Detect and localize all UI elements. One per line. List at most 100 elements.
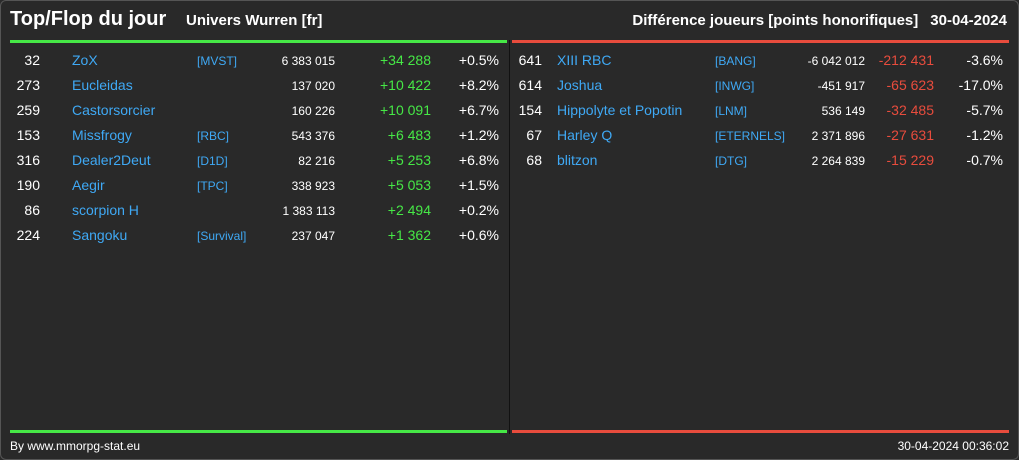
player-link[interactable]: Missfrogy [72, 127, 132, 143]
rank: 86 [24, 202, 40, 218]
percent: +8.2% [458, 77, 499, 93]
table-row: 259 Castorsorcier 160 226 +10 091 +6.7% [10, 98, 500, 123]
top-bottom-bar [10, 430, 507, 433]
points: -451 917 [817, 79, 865, 93]
points: 237 047 [291, 229, 335, 243]
player-link[interactable]: Castorsorcier [72, 102, 156, 118]
player-link[interactable]: Harley Q [557, 127, 613, 143]
points: 536 149 [821, 104, 865, 118]
rank: 190 [16, 177, 40, 193]
table-row: 273 Eucleidas 137 020 +10 422 +8.2% [10, 73, 500, 98]
points: 6 383 015 [281, 54, 335, 68]
player-link[interactable]: XIII RBC [557, 52, 612, 68]
footer-timestamp: 30-04-2024 00:36:02 [897, 439, 1009, 453]
percent: -3.6% [966, 52, 1003, 68]
rank: 641 [518, 52, 542, 68]
diff: +6 483 [387, 127, 431, 143]
player-link[interactable]: Aegir [72, 177, 105, 193]
alliance-link[interactable]: [INWG] [715, 79, 755, 93]
alliance-link[interactable]: [RBC] [197, 129, 230, 143]
table-row: 614 Joshua [INWG] -451 917 -65 623 -17.0… [512, 73, 1007, 98]
diff: +10 422 [380, 77, 431, 93]
player-link[interactable]: Dealer2Deut [72, 152, 151, 168]
rank: 154 [518, 102, 542, 118]
rank: 273 [16, 77, 40, 93]
metric-label: Différence joueurs [points honorifiques] [632, 12, 919, 29]
alliance-link[interactable]: [ETERNELS] [715, 129, 786, 143]
points: 137 020 [291, 79, 335, 93]
diff: +1 362 [387, 227, 431, 243]
panel-divider [509, 40, 510, 434]
diff: +34 288 [380, 52, 431, 68]
percent: -0.7% [966, 152, 1003, 168]
rank: 224 [16, 227, 40, 243]
diff: -65 623 [886, 77, 934, 93]
table-row: 316 Dealer2Deut [D1D] 82 216 +5 253 +6.8… [10, 148, 500, 173]
report-date: 30-04-2024 [930, 12, 1007, 29]
player-link[interactable]: Sangoku [72, 227, 128, 243]
alliance-link[interactable]: [Survival] [197, 229, 247, 243]
percent: +6.7% [458, 102, 499, 118]
percent: +6.8% [458, 152, 499, 168]
player-link[interactable]: Hippolyte et Popotin [557, 102, 683, 118]
rank: 153 [16, 127, 40, 143]
header-right: Différence joueurs [points honorifiques]… [632, 12, 1007, 29]
header: Top/Flop du jour Univers Wurren [fr] Dif… [10, 8, 1009, 34]
alliance-link[interactable]: [D1D] [197, 154, 228, 168]
rank: 32 [24, 52, 40, 68]
percent: -17.0% [958, 77, 1003, 93]
points: 160 226 [291, 104, 335, 118]
rank: 68 [526, 152, 542, 168]
top-bar [10, 40, 507, 43]
diff: +5 053 [387, 177, 431, 193]
points: 543 376 [291, 129, 335, 143]
alliance-link[interactable]: [TPC] [197, 179, 228, 193]
source-link[interactable]: By www.mmorpg-stat.eu [10, 439, 141, 453]
player-link[interactable]: Joshua [557, 77, 603, 93]
points: 2 264 839 [811, 154, 865, 168]
alliance-link[interactable]: [LNM] [715, 104, 748, 118]
page-title: Top/Flop du jour [10, 8, 167, 30]
player-link[interactable]: ZoX [72, 52, 98, 68]
player-link[interactable]: blitzon [557, 152, 598, 168]
alliance-link[interactable]: [MVST] [197, 54, 238, 68]
percent: +1.2% [458, 127, 499, 143]
flop-list: 641 XIII RBC [BANG] -6 042 012 -212 431 … [512, 48, 1007, 173]
table-row: 190 Aegir [TPC] 338 923 +5 053 +1.5% [10, 173, 500, 198]
diff: -27 631 [886, 127, 934, 143]
player-link[interactable]: scorpion H [72, 202, 139, 218]
table-row: 224 Sangoku [Survival] 237 047 +1 362 +0… [10, 223, 500, 248]
percent: +0.5% [458, 52, 499, 68]
table-row: 153 Missfrogy [RBC] 543 376 +6 483 +1.2% [10, 123, 500, 148]
percent: +0.6% [458, 227, 499, 243]
rank: 316 [16, 152, 40, 168]
points: -6 042 012 [807, 54, 865, 68]
diff: +2 494 [387, 202, 431, 218]
alliance-link[interactable]: [DTG] [715, 154, 747, 168]
flop-bar [512, 40, 1009, 43]
rank: 614 [518, 77, 542, 93]
percent: -1.2% [966, 127, 1003, 143]
table-row: 32 ZoX [MVST] 6 383 015 +34 288 +0.5% [10, 48, 500, 73]
table-row: 68 blitzon [DTG] 2 264 839 -15 229 -0.7% [512, 148, 1007, 173]
rank: 259 [16, 102, 40, 118]
points: 2 371 896 [811, 129, 865, 143]
table-row: 86 scorpion H 1 383 113 +2 494 +0.2% [10, 198, 500, 223]
diff: -15 229 [886, 152, 934, 168]
rank: 67 [526, 127, 542, 143]
table-row: 641 XIII RBC [BANG] -6 042 012 -212 431 … [512, 48, 1007, 73]
diff: -212 431 [878, 52, 934, 68]
top-list: 32 ZoX [MVST] 6 383 015 +34 288 +0.5% 27… [10, 48, 500, 248]
percent: +1.5% [458, 177, 499, 193]
table-row: 154 Hippolyte et Popotin [LNM] 536 149 -… [512, 98, 1007, 123]
alliance-link[interactable]: [BANG] [715, 54, 756, 68]
universe-label: Univers Wurren [fr] [186, 12, 323, 29]
points: 1 383 113 [282, 204, 336, 218]
percent: -5.7% [966, 102, 1003, 118]
table-row: 67 Harley Q [ETERNELS] 2 371 896 -27 631… [512, 123, 1007, 148]
points: 82 216 [298, 154, 335, 168]
percent: +0.2% [458, 202, 499, 218]
points: 338 923 [291, 179, 335, 193]
player-link[interactable]: Eucleidas [72, 77, 133, 93]
diff: +10 091 [380, 102, 431, 118]
